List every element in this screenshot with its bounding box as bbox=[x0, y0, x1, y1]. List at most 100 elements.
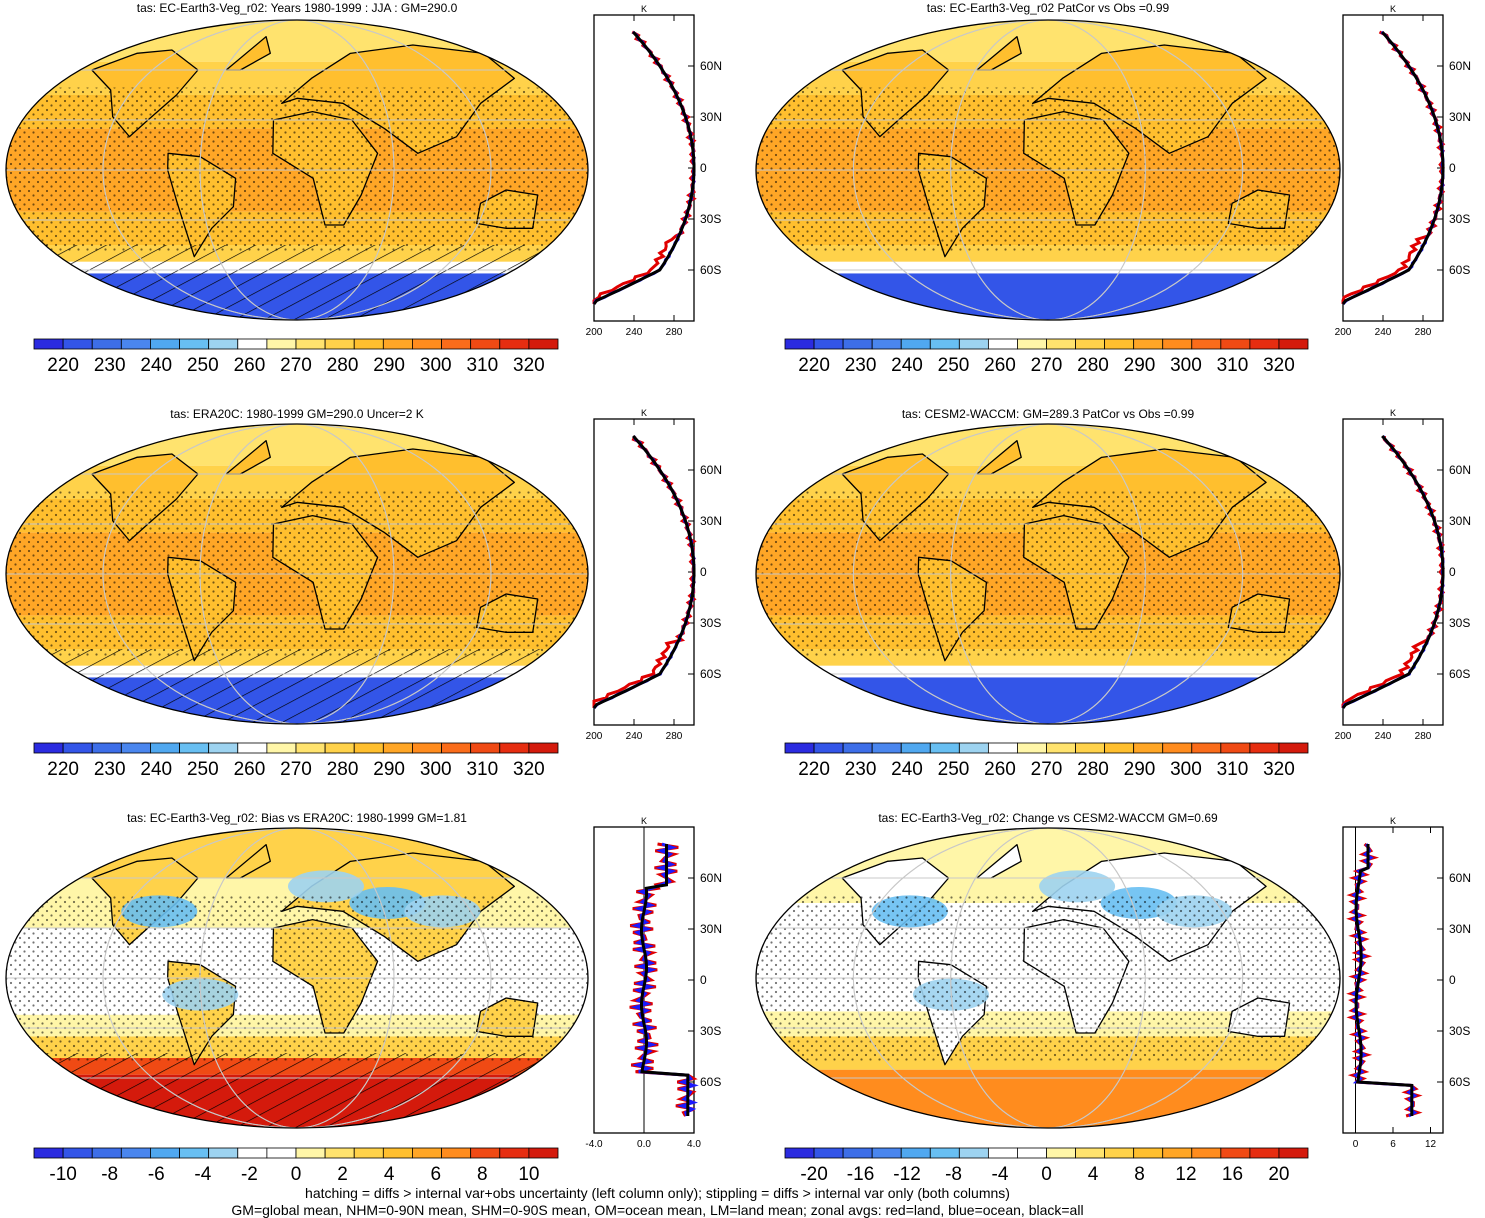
colorbar-swatch bbox=[1133, 1147, 1164, 1159]
hatching bbox=[6, 649, 588, 724]
colorbar-swatch bbox=[1075, 1147, 1106, 1159]
colorbar-label: -8 bbox=[101, 1164, 118, 1185]
colorbar-swatch bbox=[353, 742, 384, 754]
colorbar-swatch bbox=[237, 1147, 268, 1159]
colorbar-swatch bbox=[784, 338, 815, 350]
colorbar-label: 320 bbox=[1263, 355, 1295, 376]
lat-tick-label: 60N bbox=[700, 59, 722, 73]
colorbar-swatch bbox=[62, 742, 93, 754]
colorbar-swatch bbox=[1133, 338, 1164, 350]
colorbar-label: 300 bbox=[1170, 759, 1202, 780]
colorbar-swatch bbox=[1191, 338, 1222, 350]
colorbar-swatch bbox=[1104, 1147, 1135, 1159]
lat-tick-label: 0 bbox=[700, 161, 707, 175]
map-field bbox=[6, 20, 588, 320]
lat-tick-label: 60S bbox=[1449, 667, 1470, 681]
colorbar-swatch bbox=[120, 338, 151, 350]
graticule-lon bbox=[852, 828, 1244, 1128]
colorbar-label: 230 bbox=[845, 355, 877, 376]
lat-tick-label: 0 bbox=[1449, 161, 1456, 175]
x-tick-label: 280 bbox=[1415, 327, 1432, 338]
lat-band bbox=[6, 20, 588, 62]
colorbar-label: 300 bbox=[1170, 355, 1202, 376]
lat-tick-label: 60N bbox=[1449, 871, 1471, 885]
map-field bbox=[756, 828, 1340, 1128]
map-panel-2: tas: EC-Earth3-Veg_r02 PatCor vs Obs =0.… bbox=[755, 1, 1341, 321]
ice-sheet bbox=[1228, 35, 1269, 55]
colorbar-label: 10 bbox=[518, 1164, 539, 1185]
colorbar-label: 270 bbox=[280, 355, 312, 376]
colorbar-swatch bbox=[958, 1147, 989, 1159]
colorbar-swatch bbox=[958, 742, 989, 754]
zonal-panel-4: 60N 30N 0 30S 60S 200 240 280 K bbox=[1335, 408, 1471, 742]
colorbar-label: 250 bbox=[938, 355, 970, 376]
colorbar-swatch bbox=[1249, 742, 1280, 754]
lat-tick-label: 60S bbox=[1449, 1075, 1470, 1089]
colorbar-label: 290 bbox=[373, 355, 405, 376]
colorbar-label: 290 bbox=[1124, 355, 1156, 376]
colorbar-swatch bbox=[237, 742, 268, 754]
colorbar-swatch bbox=[266, 742, 297, 754]
map-border bbox=[5, 19, 589, 321]
colorbar-swatch bbox=[470, 338, 501, 350]
colorbar-swatch bbox=[208, 338, 239, 350]
lat-band bbox=[756, 273, 1340, 320]
units-label: K bbox=[641, 408, 647, 418]
map-field bbox=[6, 424, 588, 724]
colorbar-swatch bbox=[987, 742, 1018, 754]
colorbar-swatch bbox=[33, 1147, 64, 1159]
colorbar-swatch bbox=[1191, 742, 1222, 754]
lat-tick-label: 30S bbox=[700, 212, 721, 226]
colorbar-label: 310 bbox=[1217, 759, 1249, 780]
colorbar-swatch bbox=[929, 742, 960, 754]
colorbar-swatch bbox=[499, 742, 530, 754]
colorbar-swatch bbox=[62, 1147, 93, 1159]
colorbar-swatch bbox=[179, 1147, 210, 1159]
colorbar-label: 0 bbox=[1041, 1164, 1052, 1185]
colorbar-label: 290 bbox=[1124, 759, 1156, 780]
x-tick-label: 12 bbox=[1425, 1139, 1437, 1150]
units-label: K bbox=[1390, 816, 1396, 826]
colorbar-swatch bbox=[528, 1147, 559, 1159]
map-title: tas: CESM2-WACCM: GM=289.3 PatCor vs Obs… bbox=[902, 407, 1195, 421]
colorbar-label: 280 bbox=[1077, 759, 1109, 780]
colorbar-label: 310 bbox=[1217, 355, 1249, 376]
zonal-line-all bbox=[592, 31, 696, 305]
x-tick-label: 0 bbox=[1353, 1139, 1359, 1150]
colorbar-swatch bbox=[382, 1147, 413, 1159]
colorbar-label: 220 bbox=[798, 759, 830, 780]
colorbar-swatch bbox=[120, 742, 151, 754]
colorbar-swatch bbox=[987, 338, 1018, 350]
colorbar-label: 8 bbox=[477, 1164, 488, 1185]
colorbar-swatch bbox=[528, 742, 559, 754]
colorbar-swatch bbox=[842, 1147, 873, 1159]
colorbar-swatch bbox=[1046, 742, 1076, 754]
colorbar-swatch bbox=[33, 742, 64, 754]
colorbar-label: 300 bbox=[420, 759, 452, 780]
colorbar-swatch bbox=[470, 742, 501, 754]
colorbar-swatch bbox=[91, 1147, 122, 1159]
colorbar-swatch bbox=[324, 1147, 355, 1159]
colorbar-label: 0 bbox=[291, 1164, 302, 1185]
colorbar-swatch bbox=[33, 338, 64, 350]
units-label: K bbox=[641, 816, 647, 826]
map-title: tas: ERA20C: 1980-1999 GM=290.0 Uncer=2 … bbox=[170, 407, 423, 421]
colorbar-swatch bbox=[1220, 1147, 1251, 1159]
colorbar-swatch bbox=[813, 1147, 844, 1159]
lat-tick-label: 30N bbox=[700, 110, 722, 124]
colorbar-label: -12 bbox=[893, 1164, 920, 1185]
map-panel-5: tas: EC-Earth3-Veg_r02: Bias vs ERA20C: … bbox=[5, 811, 589, 1129]
colorbar-swatch bbox=[1104, 742, 1135, 754]
lat-tick-label: 0 bbox=[1449, 565, 1456, 579]
zonal-panel-5: 60N 30N 0 30S 60S -4.0 0.0 4.0 K bbox=[585, 816, 722, 1150]
x-tick-label: 280 bbox=[666, 731, 683, 742]
colorbar-label: 270 bbox=[280, 759, 312, 780]
zonal-line-all bbox=[640, 844, 690, 1116]
lat-tick-label: 0 bbox=[700, 565, 707, 579]
colorbar-4: 220 230 240 250 260 270 280 290 300 310 320 bbox=[784, 742, 1309, 780]
lat-tick-label: 30S bbox=[1449, 1024, 1470, 1038]
colorbar-label: -10 bbox=[49, 1164, 76, 1185]
colorbar-swatch bbox=[929, 1147, 960, 1159]
zonal-panel-3: 60N 30N 0 30S 60S 200 240 280 K bbox=[586, 408, 722, 742]
colorbar-label: -16 bbox=[847, 1164, 874, 1185]
